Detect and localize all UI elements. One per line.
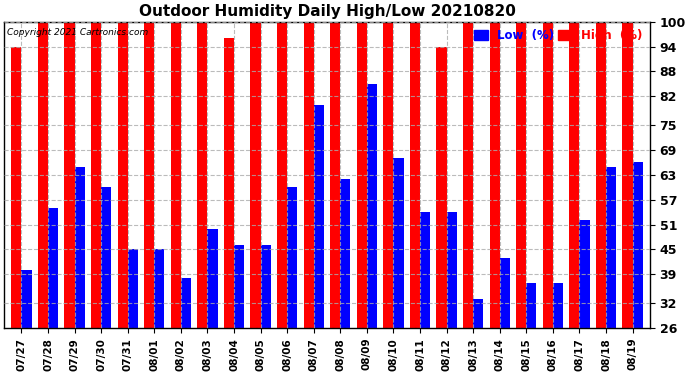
- Bar: [473, 299, 483, 375]
- Bar: [128, 249, 138, 375]
- Bar: [606, 166, 616, 375]
- Bar: [393, 158, 404, 375]
- Bar: [340, 179, 351, 375]
- Bar: [410, 22, 420, 375]
- Bar: [553, 283, 563, 375]
- Bar: [277, 22, 287, 375]
- Bar: [287, 188, 297, 375]
- Bar: [314, 105, 324, 375]
- Bar: [117, 22, 128, 375]
- Bar: [91, 22, 101, 375]
- Bar: [21, 270, 32, 375]
- Bar: [516, 22, 526, 375]
- Bar: [208, 229, 217, 375]
- Bar: [38, 22, 48, 375]
- Bar: [170, 22, 181, 375]
- Bar: [181, 278, 191, 375]
- Bar: [463, 22, 473, 375]
- Bar: [580, 220, 589, 375]
- Bar: [420, 212, 430, 375]
- Bar: [75, 166, 85, 375]
- Bar: [596, 22, 606, 375]
- Bar: [357, 22, 367, 375]
- Bar: [633, 162, 642, 375]
- Bar: [331, 22, 340, 375]
- Bar: [197, 22, 208, 375]
- Bar: [11, 46, 21, 375]
- Bar: [367, 84, 377, 375]
- Bar: [48, 208, 58, 375]
- Legend: Low  (%), High  (%): Low (%), High (%): [473, 28, 644, 43]
- Bar: [569, 22, 580, 375]
- Bar: [261, 245, 270, 375]
- Title: Outdoor Humidity Daily High/Low 20210820: Outdoor Humidity Daily High/Low 20210820: [139, 4, 515, 19]
- Bar: [490, 22, 500, 375]
- Bar: [304, 22, 314, 375]
- Bar: [101, 188, 111, 375]
- Bar: [446, 212, 457, 375]
- Bar: [250, 22, 261, 375]
- Bar: [437, 46, 446, 375]
- Bar: [224, 38, 234, 375]
- Bar: [155, 249, 164, 375]
- Bar: [543, 22, 553, 375]
- Bar: [500, 258, 510, 375]
- Bar: [622, 22, 633, 375]
- Bar: [526, 283, 536, 375]
- Bar: [384, 22, 393, 375]
- Bar: [64, 22, 75, 375]
- Bar: [234, 245, 244, 375]
- Text: Copyright 2021 Cartronics.com: Copyright 2021 Cartronics.com: [8, 28, 148, 37]
- Bar: [144, 22, 155, 375]
